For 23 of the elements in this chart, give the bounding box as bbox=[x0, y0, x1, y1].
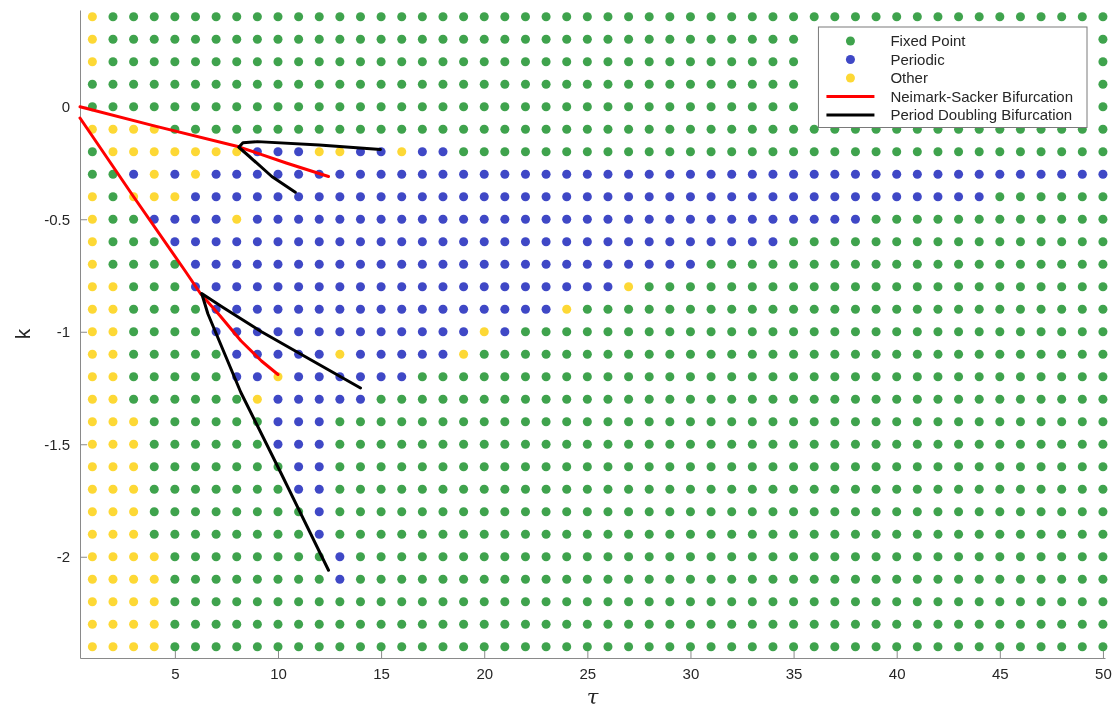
x-tick-label: 20 bbox=[476, 664, 494, 682]
legend-label: Other bbox=[890, 69, 928, 86]
y-tick-label: 0 bbox=[61, 98, 70, 116]
y-tick-label: -2 bbox=[56, 548, 70, 566]
x-tick-label: 50 bbox=[1095, 664, 1112, 682]
x-tick-label: 10 bbox=[270, 664, 287, 682]
x-tick-label: 45 bbox=[991, 664, 1009, 682]
legend-label: Neimark-Sacker Bifurcation bbox=[890, 87, 1073, 105]
x-tick-label: 30 bbox=[682, 664, 700, 682]
x-tick-label: 35 bbox=[785, 664, 803, 682]
y-axis-title: k bbox=[11, 328, 34, 340]
x-tick-label: 40 bbox=[888, 664, 906, 682]
y-tick-label: -0.5 bbox=[44, 210, 70, 228]
x-tick-label: 5 bbox=[171, 664, 180, 682]
y-tick-label: -1.5 bbox=[44, 435, 70, 453]
legend-label: Periodic bbox=[890, 50, 946, 68]
x-tick-label: 15 bbox=[373, 664, 390, 682]
x-tick-label: 25 bbox=[579, 664, 597, 682]
legend-label: Period Doubling Bifurcation bbox=[890, 106, 1073, 123]
y-tick-label: -1 bbox=[56, 323, 70, 341]
line-series bbox=[78, 105, 331, 178]
x-axis-title: τ bbox=[586, 685, 599, 709]
legend-label: Fixed Point bbox=[890, 32, 967, 49]
